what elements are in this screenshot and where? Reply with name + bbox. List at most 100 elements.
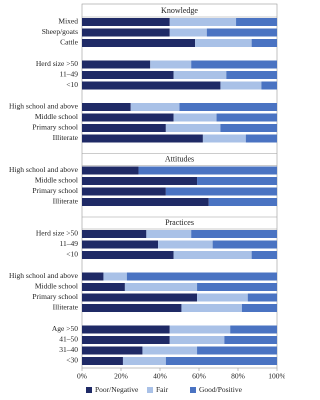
x-tick-label: 0% [77,372,87,381]
bar-segment [173,71,227,79]
bar-segment [82,177,198,185]
bar-segment [220,124,277,132]
bar-segment [169,325,231,334]
bar-segment [236,18,277,26]
y-tick-label: Middle school [35,176,78,185]
bar-segment [251,39,277,47]
y-tick-label: Mixed [58,17,78,26]
bar-segment [169,28,207,37]
y-tick-label: Herd size >50 [36,59,78,68]
bar-segment [82,28,170,37]
bar-segment [82,325,170,334]
y-tick-label: Illiterate [53,197,79,206]
x-tick-label: 60% [192,372,206,381]
bar-segment [82,357,123,365]
y-tick-label: Primary school [32,292,78,301]
bar-segment [179,103,277,111]
bar-segment [82,283,125,291]
bar-segment [150,60,192,69]
bar-segment [82,230,147,238]
y-tick-label: <10 [66,80,78,89]
bar-segment [82,166,139,175]
y-tick-label: High school and above [9,165,79,174]
bar-segment [165,124,221,132]
bar-segment [181,304,242,312]
bar-segment [191,230,277,238]
bar-segment [82,60,151,69]
bar-segment [82,103,131,111]
bar-segment [82,18,170,26]
y-tick-label: 41–50 [59,335,78,344]
bar-segment [245,134,277,143]
y-tick-label: High school and above [9,271,79,280]
y-tick-label: Illiterate [53,133,79,142]
y-tick-label: Middle school [35,282,78,291]
bar-segment [220,81,262,90]
y-tick-label: <10 [66,250,78,259]
bar-segment [126,272,277,281]
section-title: Practices [165,218,194,227]
y-tick-label: Herd size >50 [36,229,78,238]
bar-segment [146,230,192,238]
bar-segment [82,293,198,302]
bar-segment [165,187,277,196]
y-tick-label: Sheep/goats [42,27,78,36]
bar-segment [130,103,180,111]
y-tick-label: Illiterate [53,303,79,312]
y-tick-label: Middle school [35,112,78,121]
bar-segment [216,113,277,122]
bar-segment [202,134,246,143]
bar-segment [226,71,277,79]
plot-frame [81,3,278,369]
y-tick-label: 31–40 [59,345,78,354]
x-tick-label: 100% [268,372,285,381]
legend-swatch [190,387,196,393]
y-tick-label: 11–49 [60,70,79,79]
y-tick-label: Cattle [60,38,79,47]
bar-segment [191,60,277,69]
section-title: Knowledge [161,6,198,15]
bar-segment [197,177,277,185]
bar-segment [230,325,277,334]
legend-swatch [147,387,153,393]
legend-label: Fair [156,385,169,394]
bar-segment [241,304,277,312]
bar-segment [224,336,277,344]
bar-segment [197,293,248,302]
bar-segment [138,166,277,175]
bar-segment [169,18,237,26]
bar-segment [173,251,252,259]
bar-segment [82,71,174,79]
bar-segment [82,39,196,47]
y-tick-label: Age >50 [52,324,78,333]
bar-segment [82,198,209,206]
bar-segment [82,134,203,143]
bar-segment [158,240,213,249]
legend-label: Good/Positive [199,385,243,394]
bar-segment [82,124,166,132]
bar-segment [247,293,277,302]
bar-segment [82,304,182,312]
bar-segment [82,81,221,90]
bar-segment [261,81,277,90]
section-title: Attitudes [165,154,194,163]
x-tick-label: 20% [114,372,128,381]
y-tick-label: 11–49 [60,239,79,248]
bar-segment [142,346,198,355]
bar-segment [197,346,277,355]
y-tick-label: Primary school [32,123,78,132]
bar-segment [82,251,174,259]
bar-segment [195,39,252,47]
bar-segment [165,357,277,365]
bar-segment [82,336,170,344]
bar-segment [169,336,225,344]
y-tick-label: <30 [66,356,78,365]
bar-segment [82,272,104,281]
x-tick-label: 80% [231,372,245,381]
legend-label: Poor/Negative [95,385,139,394]
bar-segment [122,357,166,365]
legend-swatch [86,387,92,393]
bar-segment [251,251,277,259]
bar-segment [82,187,166,196]
